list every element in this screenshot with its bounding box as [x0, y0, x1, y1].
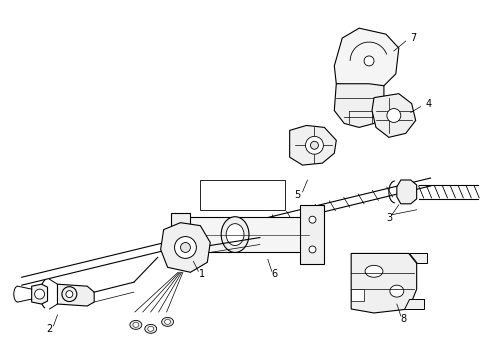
Ellipse shape: [309, 246, 316, 253]
Ellipse shape: [226, 224, 244, 246]
Ellipse shape: [165, 319, 171, 324]
Ellipse shape: [35, 289, 45, 299]
Polygon shape: [171, 213, 191, 256]
Ellipse shape: [174, 237, 196, 258]
Text: 8: 8: [401, 314, 407, 324]
Ellipse shape: [130, 320, 142, 329]
Ellipse shape: [364, 56, 374, 66]
Ellipse shape: [66, 291, 73, 298]
Text: 4: 4: [425, 99, 432, 109]
Ellipse shape: [62, 287, 77, 302]
Polygon shape: [290, 125, 336, 165]
Polygon shape: [397, 180, 416, 204]
Polygon shape: [334, 28, 399, 88]
Polygon shape: [32, 284, 48, 304]
Polygon shape: [351, 289, 364, 301]
Text: 2: 2: [47, 324, 52, 334]
Ellipse shape: [306, 136, 323, 154]
Polygon shape: [334, 84, 384, 127]
Polygon shape: [57, 284, 94, 306]
Text: 6: 6: [272, 269, 278, 279]
Ellipse shape: [311, 141, 319, 149]
Ellipse shape: [309, 216, 316, 223]
Ellipse shape: [221, 217, 249, 252]
Ellipse shape: [390, 285, 404, 297]
Polygon shape: [161, 223, 210, 272]
Ellipse shape: [387, 109, 401, 122]
Ellipse shape: [180, 243, 191, 252]
Text: 7: 7: [411, 33, 417, 43]
Polygon shape: [372, 94, 416, 137]
Ellipse shape: [133, 323, 139, 327]
Ellipse shape: [162, 318, 173, 327]
Ellipse shape: [148, 327, 154, 331]
Polygon shape: [351, 253, 416, 313]
Ellipse shape: [145, 324, 157, 333]
Polygon shape: [409, 253, 427, 264]
Polygon shape: [180, 217, 310, 252]
Text: 3: 3: [386, 213, 392, 223]
Text: 1: 1: [199, 269, 205, 279]
Ellipse shape: [365, 265, 383, 277]
Polygon shape: [299, 205, 324, 264]
Text: 5: 5: [294, 190, 301, 200]
Polygon shape: [404, 299, 424, 309]
